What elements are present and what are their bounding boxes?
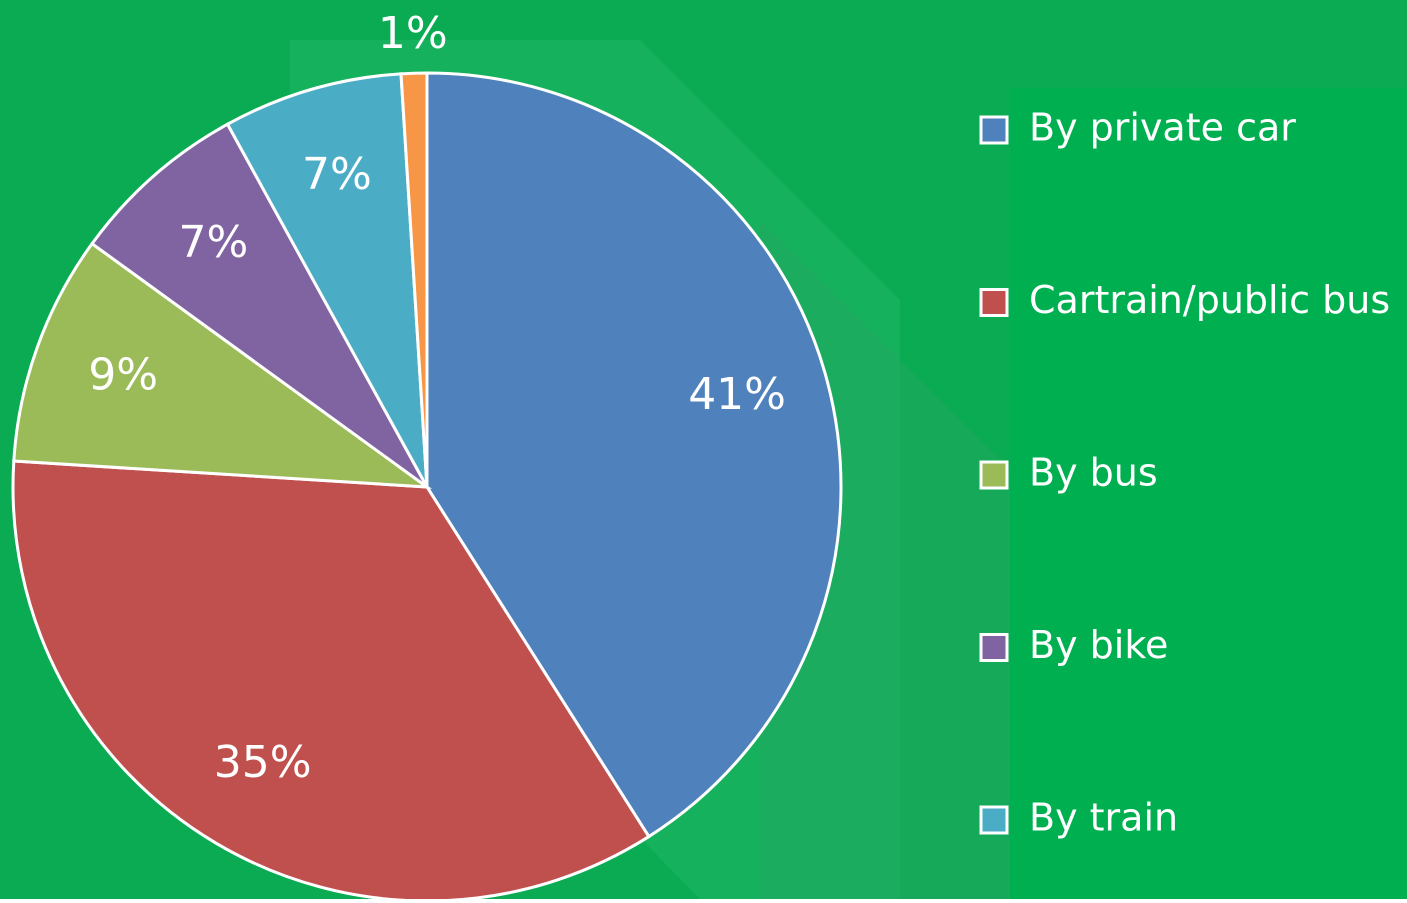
pie-slice <box>89 122 429 489</box>
data-label: 35% <box>214 737 312 788</box>
legend-label: Cartrain/public bus <box>1029 278 1390 322</box>
data-label: 9% <box>88 350 158 401</box>
data-label: 7% <box>302 149 372 200</box>
legend-label: By private car <box>1029 106 1296 150</box>
legend-swatch <box>979 805 1009 835</box>
pie-slice <box>399 71 429 488</box>
legend-swatch <box>979 115 1009 145</box>
legend-swatch <box>979 460 1009 490</box>
data-label: 41% <box>688 369 786 420</box>
legend-label: By bike <box>1029 623 1168 667</box>
pie-slice <box>225 72 429 488</box>
data-label: 1% <box>378 8 448 59</box>
legend-label: By bus <box>1029 451 1158 495</box>
pie-slice <box>12 241 433 489</box>
legend-swatch <box>979 288 1009 317</box>
legend-label: By train <box>1029 796 1178 840</box>
pie-slice <box>11 459 651 903</box>
legend-swatch <box>979 633 1009 662</box>
data-label: 7% <box>179 217 249 268</box>
legend-area <box>1010 88 1407 899</box>
pie-slice <box>425 71 843 839</box>
